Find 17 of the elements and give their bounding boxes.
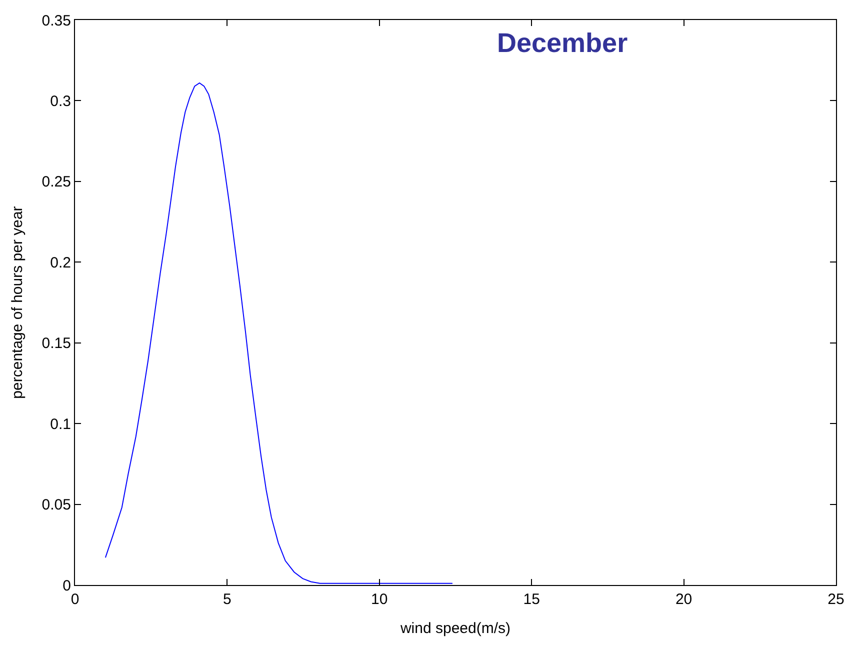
y-tick-label: 0.2 bbox=[50, 254, 71, 272]
line-series bbox=[104, 82, 453, 584]
y-tick-label: 0.35 bbox=[42, 12, 71, 30]
y-tick-label: 0.3 bbox=[50, 92, 71, 110]
x-tick-label: 15 bbox=[523, 591, 540, 608]
y-tick-label: 0.1 bbox=[50, 416, 71, 433]
y-tick-label: 0.05 bbox=[42, 496, 71, 514]
x-tick-label: 20 bbox=[675, 591, 692, 608]
annotation: December bbox=[497, 28, 628, 58]
x-axis-title: wind speed(m/s) bbox=[399, 620, 511, 637]
y-tick-label: 0.15 bbox=[42, 335, 71, 352]
x-tick-label: 5 bbox=[223, 591, 232, 608]
y-tick-label: 0.25 bbox=[42, 174, 71, 191]
x-tick-label: 10 bbox=[371, 591, 388, 608]
y-axis-title: percentage of hours per year bbox=[9, 206, 26, 399]
y-tick-label: 0 bbox=[62, 577, 71, 594]
x-tick-label: 25 bbox=[828, 591, 844, 608]
